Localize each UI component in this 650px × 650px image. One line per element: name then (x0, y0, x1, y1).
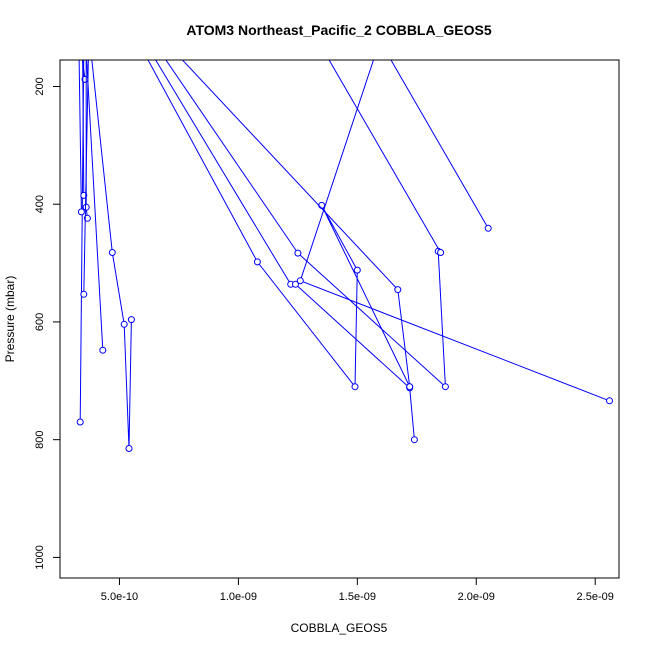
x-tick-label: 2.0e-09 (458, 591, 495, 603)
series-line (78, 60, 82, 212)
series-line (165, 60, 446, 388)
series-1 (77, 60, 85, 216)
series-12 (296, 60, 613, 405)
data-point (83, 214, 91, 222)
series-8 (147, 60, 414, 391)
y-tick-label: 600 (34, 313, 46, 331)
chart-title: ATOM3 Northeast_Pacific_2 COBBLA_GEOS5 (186, 22, 491, 38)
data-point (120, 320, 128, 328)
series-line (328, 60, 442, 253)
data-point (296, 277, 304, 285)
data-point (127, 316, 135, 324)
x-tick-label: 1.5e-09 (339, 591, 376, 603)
series-line (82, 60, 85, 196)
x-axis: 5.0e-10 1.0e-09 1.5e-09 2.0e-09 2.5e-09 (101, 578, 614, 603)
data-point (410, 436, 418, 444)
data-point (294, 249, 302, 257)
data-point (82, 203, 90, 211)
data-point (394, 286, 402, 294)
data-point (76, 418, 84, 426)
series-4 (82, 60, 91, 222)
data-point (99, 346, 107, 354)
y-axis-label: Pressure (mbar) (3, 276, 17, 363)
series-line (390, 60, 489, 229)
series-line (83, 60, 89, 295)
x-tick-label: 1.0e-09 (220, 591, 257, 603)
y-tick-label: 1000 (34, 545, 46, 569)
series-10 (165, 60, 449, 391)
series-9 (155, 60, 418, 444)
data-point (406, 383, 414, 391)
data-point (484, 224, 492, 232)
data-point (437, 249, 445, 256)
data-point (80, 290, 88, 298)
data-point (441, 383, 449, 391)
series-layer (76, 60, 613, 452)
data-point (292, 280, 299, 288)
series-11 (181, 60, 414, 391)
series-6 (86, 60, 107, 354)
data-point (77, 208, 85, 216)
series-13 (328, 60, 445, 256)
data-point (353, 266, 361, 274)
series-line (181, 60, 411, 387)
series-line (147, 60, 411, 389)
data-point (318, 201, 326, 209)
data-point (606, 397, 613, 405)
series-line (299, 60, 610, 402)
series-5 (80, 60, 89, 298)
data-point (253, 258, 261, 266)
y-tick-label: 200 (34, 77, 46, 95)
y-tick-label: 400 (34, 195, 46, 213)
y-axis: 200 400 600 800 1000 (34, 77, 60, 570)
plot-frame (59, 59, 620, 579)
series-line (155, 60, 415, 440)
x-tick-label: 5.0e-10 (101, 591, 138, 603)
series-14 (390, 60, 492, 232)
data-point (108, 249, 116, 256)
x-axis-label: COBBLA_GEOS5 (291, 621, 388, 635)
y-tick-label: 800 (34, 430, 46, 448)
x-tick-label: 2.5e-09 (577, 591, 614, 603)
series-7 (91, 60, 135, 452)
data-point (351, 383, 359, 391)
series-line (86, 60, 104, 351)
data-point (125, 445, 133, 452)
